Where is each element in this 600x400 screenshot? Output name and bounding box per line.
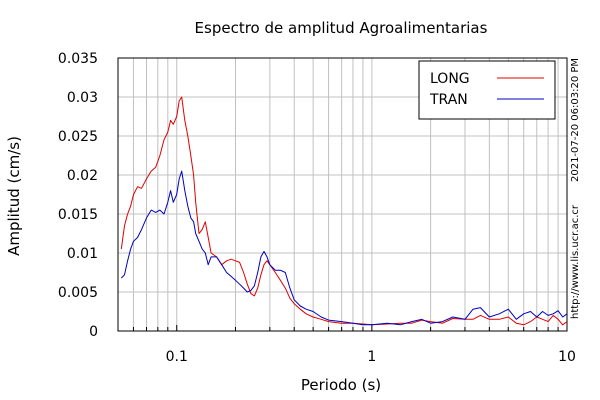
x-tick-label: 0.1	[166, 349, 188, 365]
x-axis-label: Periodo (s)	[301, 376, 381, 394]
y-tick-label: 0.02	[67, 168, 98, 184]
legend: LONG TRAN	[418, 60, 556, 120]
x-tick-label: 1	[367, 349, 376, 365]
y-tick-label: 0.035	[58, 51, 98, 67]
y-tick-label: 0.01	[67, 246, 98, 262]
series-line-long	[120, 96, 568, 326]
y-axis-label: Amplitud (cm/s)	[5, 136, 23, 256]
series-line-tran	[120, 170, 568, 326]
minor-tick-marks	[117, 325, 568, 331]
series-lines	[120, 96, 568, 326]
y-tick-label: 0	[89, 324, 98, 340]
source-url-label: http://www.lis.ucr.ac.cr	[570, 204, 581, 319]
legend-box	[418, 60, 556, 120]
x-tick-labels: 0.1 1 10	[166, 349, 576, 365]
y-tick-label: 0.005	[58, 285, 98, 301]
y-tick-label: 0.015	[58, 207, 98, 223]
plot-frame	[117, 57, 568, 332]
y-tick-label: 0.03	[67, 90, 98, 106]
chart-title: Espectro de amplitud Agroalimentarias	[195, 19, 488, 37]
legend-label-long: LONG	[430, 71, 470, 87]
x-tick-label: 10	[558, 349, 576, 365]
y-tick-labels: 0 0.005 0.01 0.015 0.02 0.025 0.03 0.035	[58, 51, 98, 340]
y-tick-label: 0.025	[58, 129, 98, 145]
timestamp-label: 2021-07-20 06:03:20 PM	[570, 58, 581, 182]
legend-label-tran: TRAN	[429, 92, 468, 108]
